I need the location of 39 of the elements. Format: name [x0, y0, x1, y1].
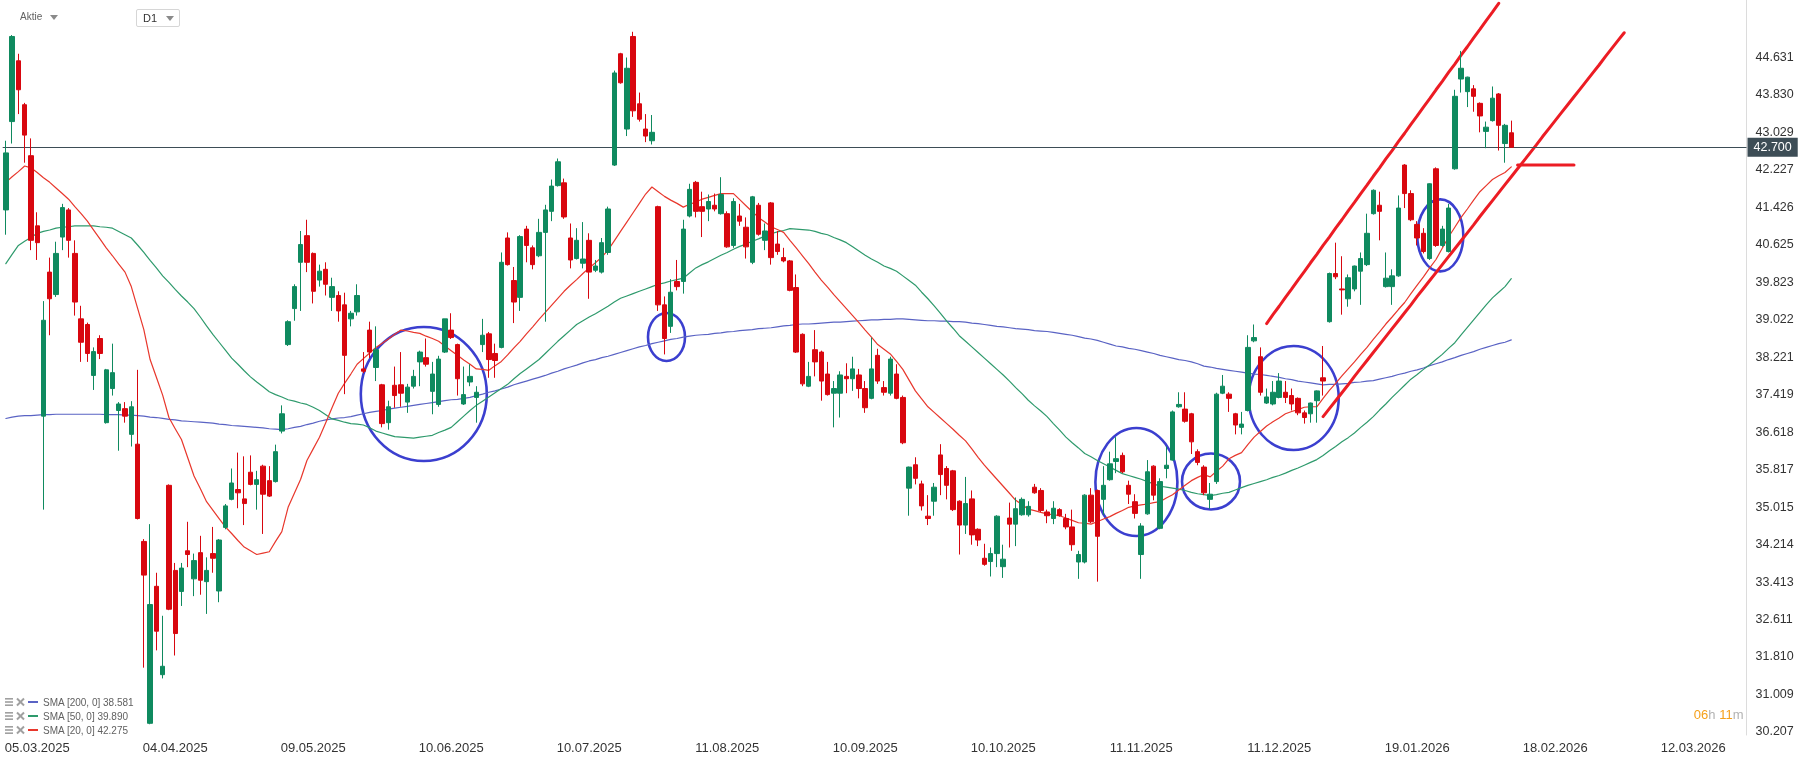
y-tick-label: 42.227 — [1755, 162, 1794, 177]
legend-label: SMA [50, 0] 39.890 — [43, 710, 129, 722]
x-tick-label: 10.09.2025 — [832, 740, 898, 755]
y-tick-label: 44.631 — [1755, 50, 1794, 64]
y-tick-label: 31.810 — [1755, 649, 1794, 664]
y-tick-label: 38.221 — [1755, 349, 1794, 364]
y-tick-label: 35.015 — [1755, 499, 1794, 514]
y-tick-label: 34.214 — [1755, 537, 1794, 552]
x-tick-label: 19.01.2026 — [1384, 740, 1450, 755]
y-tick-label: 37.419 — [1755, 387, 1794, 402]
y-tick-label: 30.207 — [1755, 724, 1794, 739]
ref-line-label: 42.700 — [1753, 140, 1792, 155]
y-tick-label: 43.029 — [1755, 124, 1794, 139]
y-tick-label: 35.817 — [1755, 462, 1794, 477]
annotation: 06h 11m — [1693, 707, 1744, 722]
text: Aktie — [20, 10, 43, 24]
x-tick-label: 12.03.2026 — [1660, 740, 1726, 755]
y-tick-label: 40.625 — [1755, 237, 1794, 252]
y-tick-label: 43.830 — [1755, 87, 1794, 102]
x-tick-label: 11.08.2025 — [695, 740, 760, 755]
y-tick-label: 39.022 — [1755, 312, 1794, 327]
x-tick-label: 10.10.2025 — [970, 740, 1036, 755]
x-tick-label: 10.06.2025 — [418, 740, 484, 755]
legend-label: SMA [20, 0] 42.275 — [43, 724, 129, 736]
y-tick-label: 36.618 — [1755, 424, 1794, 439]
x-tick-label: 18.02.2026 — [1522, 740, 1588, 755]
x-tick-label: 04.04.2025 — [142, 740, 208, 755]
y-tick-label: 31.009 — [1755, 686, 1794, 701]
x-tick-label: 11.12.2025 — [1247, 740, 1312, 755]
x-tick-label: 05.03.2025 — [4, 740, 70, 755]
x-tick-label: 09.05.2025 — [280, 740, 346, 755]
text: D1 — [143, 11, 158, 25]
y-tick-label: 39.823 — [1755, 274, 1794, 289]
y-tick-label: 32.611 — [1755, 612, 1793, 626]
legend-label: SMA [200, 0] 38.581 — [43, 696, 135, 708]
y-tick-label: 41.426 — [1755, 199, 1794, 214]
y-tick-label: 33.413 — [1755, 574, 1794, 589]
x-tick-label: 11.11.2025 — [1109, 740, 1173, 755]
x-tick-label: 10.07.2025 — [556, 740, 622, 755]
